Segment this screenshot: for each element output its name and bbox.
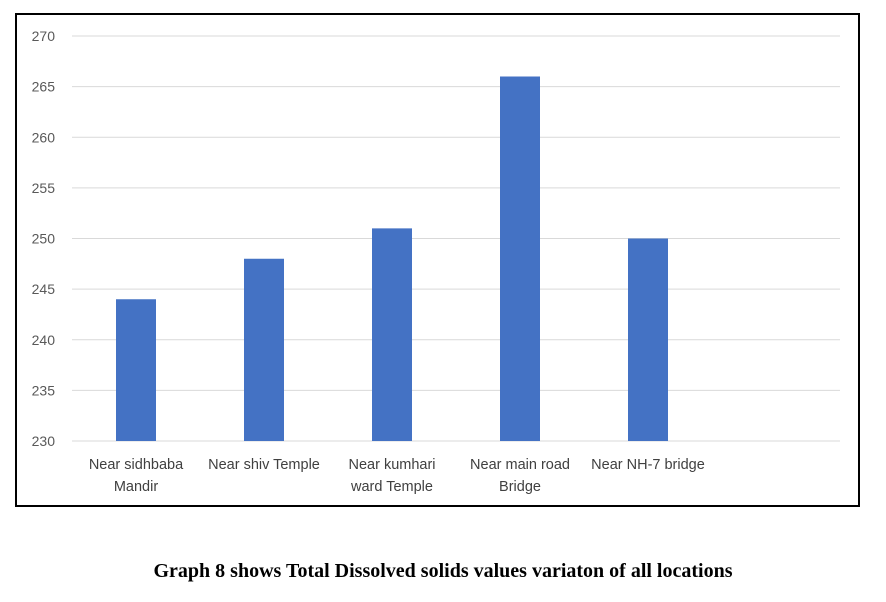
y-tick-label: 270 (32, 28, 56, 44)
y-axis-ticks: 230 235 240 245 250 255 260 265 270 (32, 28, 56, 449)
x-category-label: ward Temple (350, 479, 433, 495)
y-tick-label: 265 (32, 79, 56, 95)
x-axis-labels: Near sidhbaba Mandir Near shiv Temple Near … (89, 457, 705, 495)
figure-caption: Graph 8 shows Total Dissolved solids val… (153, 560, 733, 582)
bar (116, 299, 156, 441)
y-tick-label: 250 (32, 231, 56, 247)
x-category-label: Near NH-7 bridge (591, 457, 705, 473)
bar (372, 228, 412, 441)
x-category-label: Mandir (114, 479, 158, 495)
y-tick-label: 235 (32, 382, 56, 398)
y-tick-label: 260 (32, 129, 56, 145)
x-category-label: Near shiv Temple (208, 457, 320, 473)
y-tick-label: 230 (32, 433, 56, 449)
x-category-label: Bridge (499, 479, 541, 495)
y-tick-label: 240 (32, 332, 56, 348)
y-tick-label: 245 (32, 281, 56, 297)
bar (500, 76, 540, 441)
gridlines (72, 35, 840, 442)
y-tick-label: 255 (32, 180, 56, 196)
bar (244, 258, 284, 441)
bars (116, 76, 668, 441)
bar (628, 238, 668, 441)
x-category-label: Near main road (470, 457, 570, 473)
x-category-label: Near kumhari (348, 457, 435, 473)
x-category-label: Near sidhbaba (89, 457, 184, 473)
